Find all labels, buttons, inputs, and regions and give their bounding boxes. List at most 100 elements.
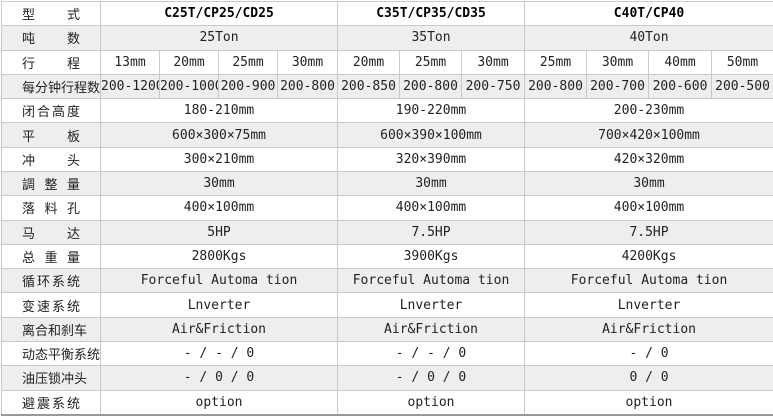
row-label: 行程 [2,50,101,74]
row-label: 变速系统 [2,293,101,317]
spec-cell: 30mm [462,50,525,74]
table-row: 油压锁冲头 - / 0 / 0 - / 0 / 0 0 / 0 [2,366,773,390]
spec-cell: Lnverter [525,293,773,317]
spec-cell: 30mm [338,171,525,195]
spec-cell: option [338,390,525,415]
table-row: 闭合高度 180-210mm 190-220mm 200-230mm [2,99,773,123]
spec-cell: 7.5HP [525,220,773,244]
table-row: 型式 C25T/CP25/CD25 C35T/CP35/CD35 C40T/CP… [2,2,773,26]
spec-cell: option [101,390,338,415]
spec-cell: 200-230mm [525,99,773,123]
table-row: 总重量 2800Kgs 3900Kgs 4200Kgs [2,244,773,268]
spec-cell: 400×100mm [525,196,773,220]
spec-cell: 180-210mm [101,99,338,123]
spec-cell: 0 / 0 [525,366,773,390]
spec-cell: 4200Kgs [525,244,773,268]
spec-cell: Air&Friction [101,317,338,341]
spec-cell: 200-500 [712,74,773,98]
spec-cell: 3900Kgs [338,244,525,268]
table-row: 循环系统 Forceful Automa tion Forceful Autom… [2,269,773,293]
table-row: 平板 600×300×75mm 600×390×100mm 700×420×10… [2,123,773,147]
spec-cell: 50mm [712,50,773,74]
spec-cell: 200-700 [587,74,649,98]
row-label: 型式 [2,2,101,26]
spec-cell: 13mm [101,50,160,74]
spec-cell: 200-800 [400,74,462,98]
spec-cell: 700×420×100mm [525,123,773,147]
model-cell: C40T/CP40 [525,2,773,26]
spec-cell: 200-750 [462,74,525,98]
spec-cell: 35Ton [338,26,525,50]
spec-cell: Forceful Automa tion [338,269,525,293]
spec-cell: 25mm [400,50,462,74]
spec-cell: 2800Kgs [101,244,338,268]
spec-cell: 30mm [101,171,338,195]
model-cell: C25T/CP25/CD25 [101,2,338,26]
spec-cell: 40Ton [525,26,773,50]
table-row: 冲头 300×210mm 320×390mm 420×320mm [2,147,773,171]
table-row: 马达 5HP 7.5HP 7.5HP [2,220,773,244]
row-label: 闭合高度 [2,99,101,123]
spec-cell: option [525,390,773,415]
spec-cell: - / 0 / 0 [101,366,338,390]
spec-cell: 420×320mm [525,147,773,171]
table-row: 离合和刹车 Air&Friction Air&Friction Air&Fric… [2,317,773,341]
spec-cell: 20mm [338,50,400,74]
spec-cell: 25Ton [101,26,338,50]
spec-cell: Lnverter [101,293,338,317]
table-row: 避震系统 option option option [2,390,773,415]
table-row: 每分钟行程数 200-1200 200-1000 200-900 200-800… [2,74,773,98]
spec-cell: 7.5HP [338,220,525,244]
row-label: 冲头 [2,147,101,171]
row-label: 循环系统 [2,269,101,293]
spec-cell: - / 0 / 0 [338,366,525,390]
spec-cell: Lnverter [338,293,525,317]
spec-cell: Air&Friction [338,317,525,341]
spec-cell: 20mm [160,50,219,74]
row-label: 避震系统 [2,390,101,415]
table-row: 行程 13mm 20mm 25mm 30mm 20mm 25mm 30mm 25… [2,50,773,74]
spec-cell: - / - / 0 [101,341,338,365]
spec-cell: Forceful Automa tion [525,269,773,293]
row-label: 每分钟行程数 [2,74,101,98]
spec-cell: 190-220mm [338,99,525,123]
spec-cell: 600×390×100mm [338,123,525,147]
row-label: 马达 [2,220,101,244]
spec-cell: 400×100mm [338,196,525,220]
spec-cell: 200-800 [525,74,587,98]
row-label: 动态平衡系统 [2,341,101,365]
row-label: 离合和刹车 [2,317,101,341]
table-row: 动态平衡系统 - / - / 0 - / - / 0 - / 0 [2,341,773,365]
spec-cell: 200-850 [338,74,400,98]
spec-cell: 200-900 [219,74,278,98]
spec-cell: Forceful Automa tion [101,269,338,293]
spec-cell: 5HP [101,220,338,244]
spec-cell: 200-1000 [160,74,219,98]
table-row: 变速系统 Lnverter Lnverter Lnverter [2,293,773,317]
spec-cell: 400×100mm [101,196,338,220]
spec-cell: 200-600 [649,74,712,98]
row-label: 油压锁冲头 [2,366,101,390]
table-row: 吨数 25Ton 35Ton 40Ton [2,26,773,50]
spec-cell: 200-800 [278,74,338,98]
spec-cell: 25mm [219,50,278,74]
spec-cell: 30mm [587,50,649,74]
spec-cell: 300×210mm [101,147,338,171]
table-row: 落料孔 400×100mm 400×100mm 400×100mm [2,196,773,220]
spec-cell: 600×300×75mm [101,123,338,147]
spec-cell: 200-1200 [101,74,160,98]
spec-cell: - / - / 0 [338,341,525,365]
table-row: 調整量 30mm 30mm 30mm [2,171,773,195]
spec-cell: 30mm [278,50,338,74]
row-label: 总重量 [2,244,101,268]
row-label: 落料孔 [2,196,101,220]
row-label: 吨数 [2,26,101,50]
spec-cell: 40mm [649,50,712,74]
spec-cell: - / 0 [525,341,773,365]
row-label: 調整量 [2,171,101,195]
spec-cell: 25mm [525,50,587,74]
spec-cell: Air&Friction [525,317,773,341]
spec-cell: 320×390mm [338,147,525,171]
model-cell: C35T/CP35/CD35 [338,2,525,26]
